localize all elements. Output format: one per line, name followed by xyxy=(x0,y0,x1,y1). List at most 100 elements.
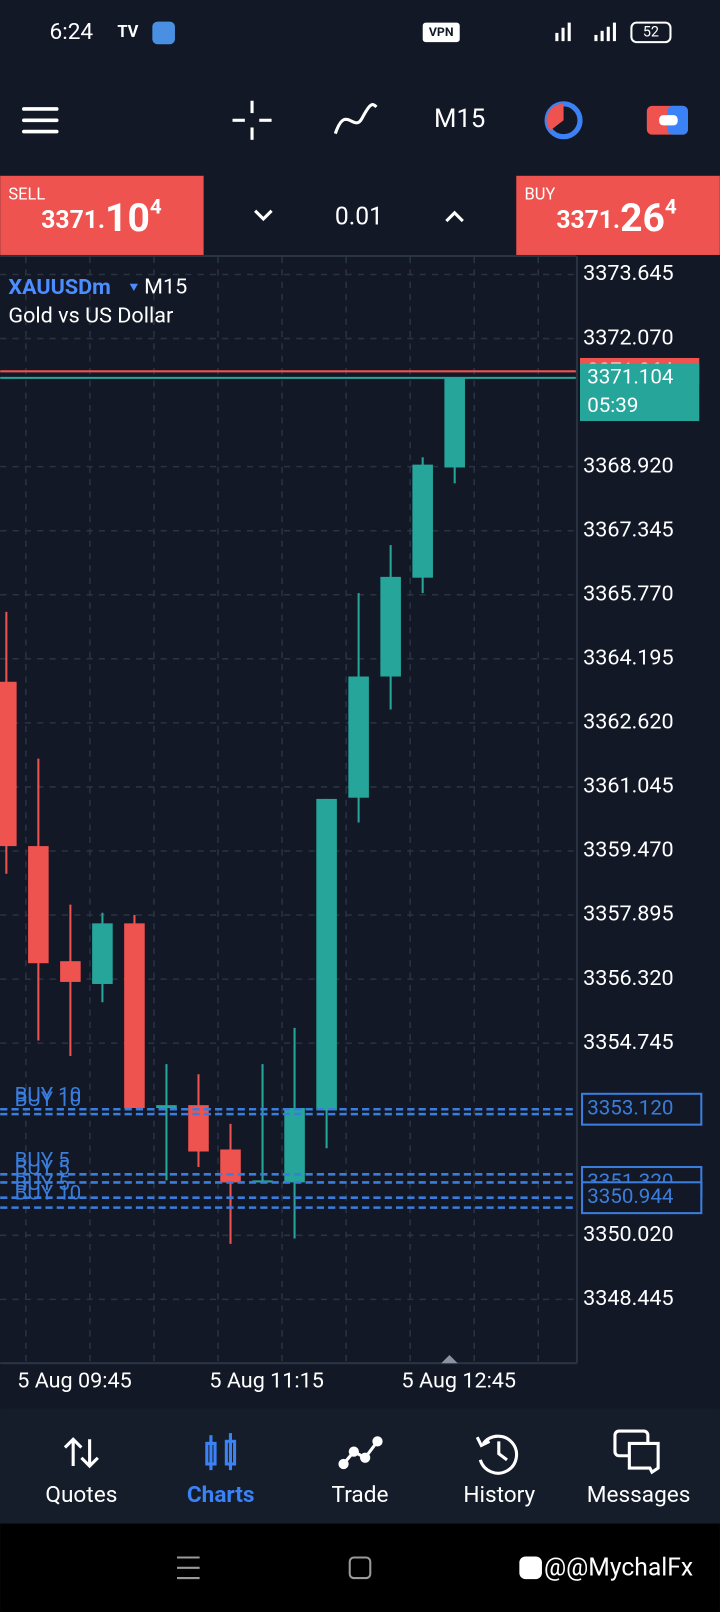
countdown: 05:39 xyxy=(587,394,638,418)
history-icon xyxy=(475,1434,519,1475)
candle-body xyxy=(284,1108,305,1183)
lot-size[interactable]: 0.01 xyxy=(335,202,383,231)
sell-price-big: 10 xyxy=(105,195,150,241)
nav-label[interactable]: Trade xyxy=(332,1481,389,1508)
grid xyxy=(0,257,576,1363)
crosshair-button[interactable] xyxy=(232,100,272,140)
charts-icon xyxy=(205,1433,237,1471)
order-label: BUY 10 xyxy=(15,1088,82,1112)
y-tick-label: 3357.895 xyxy=(583,902,674,927)
system-nav xyxy=(0,1523,720,1612)
y-tick-label: 3365.770 xyxy=(583,581,674,606)
candle-body xyxy=(412,464,433,578)
y-tick-label: 3348.445 xyxy=(583,1286,674,1311)
x-tick-label: 5 Aug 09:45 xyxy=(17,1368,132,1393)
lot-panel xyxy=(203,175,517,255)
y-tick-label: 3364.195 xyxy=(583,646,674,671)
candle-body xyxy=(348,676,369,798)
bottom-nav xyxy=(0,1408,720,1524)
y-tick-label: 3373.645 xyxy=(583,261,674,286)
sell-price-sup: 4 xyxy=(150,196,162,220)
chart-description: Gold vs US Dollar xyxy=(8,303,173,328)
watermark-icon xyxy=(519,1556,542,1580)
sell-label: SELL xyxy=(8,186,45,205)
order-label: BUY 10 xyxy=(15,1182,82,1206)
nav-label[interactable]: Charts xyxy=(187,1481,255,1508)
candle-body xyxy=(28,846,49,964)
status-icon: TV xyxy=(117,23,138,42)
battery-level: 52 xyxy=(643,24,659,41)
chart-symbol: XAUUSDm xyxy=(8,275,110,300)
clock-icon-part xyxy=(546,103,564,131)
symbol: XAUUSDm xyxy=(8,275,110,300)
y-tick-label: 3372.070 xyxy=(583,325,674,350)
watermark: @@MychalFx xyxy=(544,1553,693,1582)
candle-body xyxy=(124,923,145,1109)
y-tick-label: 3359.470 xyxy=(583,838,674,863)
order-price-box xyxy=(581,1092,703,1126)
order-label: BUY 5 xyxy=(15,1148,70,1172)
bid-label-box xyxy=(580,363,700,422)
indicators-button[interactable] xyxy=(333,103,378,135)
nav-items: Quotes Charts Trade History Messages xyxy=(45,1481,690,1508)
y-tick-label: 3362.620 xyxy=(583,710,674,735)
candle-body xyxy=(316,798,337,1111)
trade-nav-icon xyxy=(338,1436,383,1470)
buy-button[interactable] xyxy=(516,175,720,255)
x-tick-label: 5 Aug 12:45 xyxy=(402,1368,517,1393)
order-label: BUY 5 xyxy=(15,1172,70,1196)
signal-icons xyxy=(555,22,616,42)
chart-timeframe: M15 xyxy=(144,275,187,300)
y-tick-label: 3356.320 xyxy=(583,966,674,991)
order-label: BUY 5 xyxy=(15,1156,70,1180)
buy-label: BUY xyxy=(524,186,555,205)
system-menu-button[interactable] xyxy=(177,1556,200,1580)
sell-button[interactable] xyxy=(0,175,204,255)
y-tick-label: 3354.745 xyxy=(583,1030,674,1055)
candle-body xyxy=(0,681,17,847)
menu-button[interactable] xyxy=(22,107,59,134)
messages-icon xyxy=(613,1429,660,1475)
nav-label[interactable]: Messages xyxy=(587,1481,691,1508)
vpn-text: VPN xyxy=(429,26,454,40)
lot-increase[interactable] xyxy=(445,210,464,223)
plot xyxy=(0,370,576,1244)
y-tick-label: 3368.920 xyxy=(583,453,674,478)
status-icon xyxy=(152,21,175,45)
order-label: BUY 10 xyxy=(15,1083,82,1107)
x-tick-label: 5 Aug 11:15 xyxy=(209,1368,324,1393)
buy-price-big: 26 xyxy=(620,195,665,241)
vpn-badge xyxy=(422,22,460,43)
order-price-box xyxy=(581,1181,703,1215)
candle-body xyxy=(60,961,81,982)
candle-body xyxy=(92,923,113,984)
y-tick-label: 3350.020 xyxy=(583,1222,674,1247)
y-tick-label: 3367.345 xyxy=(583,517,674,542)
nav-label[interactable]: History xyxy=(463,1481,535,1508)
symbol-dropdown[interactable] xyxy=(129,283,138,291)
battery xyxy=(630,21,672,44)
order-price-label: 3353.120 xyxy=(587,1097,673,1121)
bid-label: 3371.104 xyxy=(587,365,674,389)
timeframe-button[interactable]: M15 xyxy=(434,104,485,134)
sell-price-main: 3371. xyxy=(41,206,105,235)
trade-icon-part xyxy=(659,115,678,126)
candle-body xyxy=(188,1105,209,1152)
buy-price-main: 3371. xyxy=(556,206,620,235)
system-home-button[interactable] xyxy=(348,1556,372,1580)
sell-price: 3371.104 xyxy=(41,195,162,241)
scroll-marker xyxy=(441,1354,458,1364)
buy-price: 3371.264 xyxy=(556,195,677,241)
quotes-icon xyxy=(63,1437,99,1469)
lot-decrease[interactable] xyxy=(254,209,273,222)
nav-label[interactable]: Quotes xyxy=(45,1481,117,1508)
order-price-label: 3350.944 xyxy=(587,1185,674,1209)
candle-body xyxy=(380,576,401,677)
y-tick-label: 3361.045 xyxy=(583,774,674,799)
status-time: 6:24 xyxy=(50,18,94,45)
candle-body xyxy=(220,1149,241,1183)
candle-body xyxy=(156,1105,177,1109)
buy-price-sup: 4 xyxy=(665,196,677,220)
